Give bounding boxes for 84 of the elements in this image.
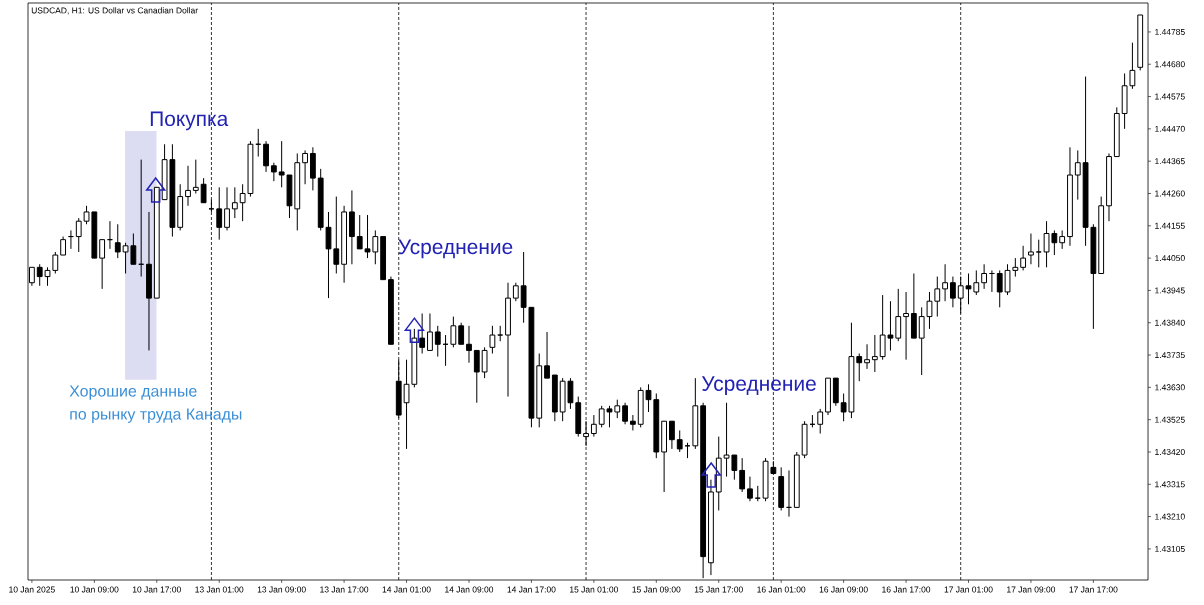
y-tick-label: 1.43420 (1155, 448, 1185, 455)
candlestick (473, 349, 480, 404)
candlestick (1059, 229, 1066, 250)
y-tick-label: 1.43735 (1155, 352, 1185, 359)
annotation: Усреднение (398, 239, 513, 259)
candlestick (1074, 149, 1081, 201)
candlestick (747, 476, 753, 502)
candlestick (60, 236, 67, 256)
candlestick (629, 414, 636, 431)
x-tick-label: 17 Jan 09:00 (1007, 586, 1056, 593)
candlestick (512, 282, 519, 302)
y-tick-label: 1.43630 (1155, 384, 1185, 391)
candlestick (427, 313, 433, 351)
candlestick (739, 457, 746, 493)
candlestick (1028, 232, 1034, 265)
x-tick-label: 10 Jan 17:00 (132, 586, 181, 593)
x-tick-label: 15 Jan 09:00 (632, 586, 681, 593)
x-tick-label: 14 Jan 01:00 (382, 586, 431, 593)
candlestick (864, 343, 870, 370)
candlestick (981, 263, 988, 290)
y-tick-label: 1.43945 (1155, 287, 1185, 294)
candlestick (216, 186, 223, 241)
y-tick-label: 1.44470 (1155, 125, 1185, 132)
candlestick (224, 186, 230, 231)
candlestick (192, 159, 199, 194)
x-tick-label: 17 Jan 17:00 (1069, 586, 1118, 593)
x-tick-label: 13 Jan 17:00 (320, 586, 369, 593)
candlestick (903, 291, 909, 361)
candlestick (185, 165, 191, 207)
candlestick (489, 325, 496, 354)
candlestick (481, 346, 488, 379)
y-tick-label: 1.43840 (1155, 319, 1185, 326)
annotation: Хорошие данные (69, 385, 197, 400)
y-tick-label: 1.43315 (1155, 481, 1185, 488)
candlestick (817, 408, 824, 435)
candlestick (200, 177, 207, 204)
x-tick-label: 10 Jan 2025 (9, 586, 55, 593)
candlestick (270, 162, 277, 182)
x-tick-label: 15 Jan 17:00 (694, 586, 743, 593)
y-tick-label: 1.44785 (1155, 28, 1185, 35)
y-tick-label: 1.44260 (1155, 190, 1185, 197)
candlestick (302, 149, 308, 185)
candlestick (458, 322, 465, 345)
y-tick-label: 1.44680 (1155, 61, 1185, 68)
candlestick (419, 313, 426, 354)
y-tick-label: 1.43105 (1155, 545, 1185, 552)
y-tick-label: 1.43210 (1155, 513, 1185, 520)
x-tick-label: 10 Jan 09:00 (70, 586, 119, 593)
candlestick (871, 334, 878, 373)
candlestick (949, 276, 956, 308)
candlestick (544, 331, 550, 379)
candlestick (114, 223, 121, 259)
candlestick (1035, 239, 1042, 268)
y-tick-label: 1.44575 (1155, 93, 1185, 100)
candlestick (669, 420, 675, 450)
candlestick (450, 316, 457, 348)
candlestick (1020, 245, 1027, 271)
chart-title: USDCAD, H1: US Dollar vs Canadian Dollar (31, 7, 198, 15)
candlestick (590, 414, 597, 438)
x-tick-label: 16 Jan 17:00 (882, 586, 931, 593)
x-tick-label: 17 Jan 01:00 (944, 586, 993, 593)
x-tick-label: 13 Jan 01:00 (195, 586, 244, 593)
candlestick (231, 186, 238, 219)
x-tick-label: 14 Jan 17:00 (507, 586, 556, 593)
candlestick (434, 325, 441, 358)
candlestick (856, 353, 863, 382)
y-tick-label: 1.44050 (1155, 255, 1185, 262)
x-tick-label: 16 Jan 01:00 (757, 586, 806, 593)
candlestick (263, 140, 269, 173)
candlestick (676, 429, 683, 453)
candlestick (622, 402, 628, 425)
x-tick-label: 15 Jan 01:00 (570, 586, 618, 593)
annotation: Усреднение (701, 376, 816, 396)
x-tick-label: 16 Jan 09:00 (819, 586, 868, 593)
candlestick (942, 263, 948, 302)
y-tick-label: 1.44365 (1155, 158, 1185, 165)
x-tick-label: 13 Jan 09:00 (257, 586, 306, 593)
y-tick-label: 1.44155 (1155, 222, 1185, 229)
y-tick-label: 1.43525 (1155, 416, 1185, 423)
annotation: по рынку труда Канады (70, 408, 242, 423)
candlestick (466, 325, 472, 364)
x-tick-label: 14 Jan 09:00 (445, 586, 494, 593)
annotation: Покупка (150, 111, 229, 131)
candlestick (99, 239, 106, 290)
